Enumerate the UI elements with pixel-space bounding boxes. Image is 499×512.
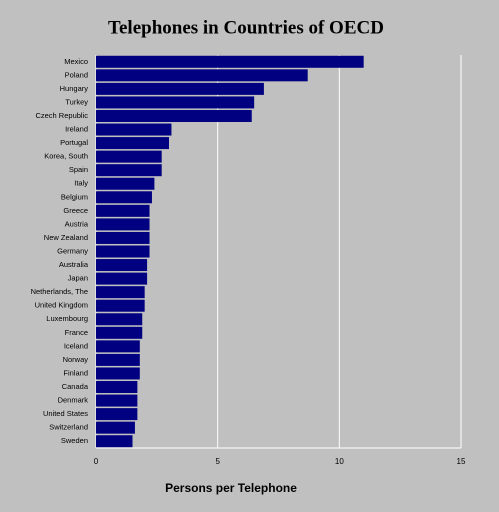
y-tick-label: Norway (63, 355, 89, 364)
chart-title: Telephones in Countries of OECD (108, 17, 384, 38)
bar (96, 204, 150, 217)
y-tick-label: Ireland (65, 125, 88, 134)
y-tick-label: Switzerland (49, 423, 88, 432)
bar (96, 421, 135, 434)
y-tick-label: Portugal (60, 138, 88, 147)
bar (96, 164, 162, 177)
x-axis-title: Persons per Telephone (165, 481, 297, 495)
bar (96, 299, 145, 312)
y-tick-label: New Zealand (44, 233, 88, 242)
y-tick-label: Greece (63, 206, 88, 215)
y-tick-label: Luxembourg (46, 314, 88, 323)
bar (96, 191, 152, 204)
x-tick-label: 10 (335, 457, 344, 466)
y-tick-label: Sweden (61, 436, 88, 445)
y-tick-label: Korea, South (44, 152, 88, 161)
bar (96, 326, 143, 339)
y-tick-label: Italy (74, 179, 88, 188)
bar (96, 286, 145, 299)
y-tick-label: Mexico (64, 57, 88, 66)
bar (96, 231, 150, 244)
bar (96, 408, 138, 421)
bar (96, 137, 169, 150)
bar (96, 218, 150, 231)
bar (96, 340, 140, 353)
y-tick-label: Japan (68, 274, 88, 283)
bar (96, 150, 162, 163)
y-tick-label: Czech Republic (35, 111, 88, 120)
bar (96, 394, 138, 407)
bar (96, 177, 155, 190)
y-tick-label: France (65, 328, 88, 337)
y-tick-label: Netherlands, The (31, 287, 88, 296)
bar (96, 96, 255, 109)
y-tick-label: Austria (65, 219, 89, 228)
y-tick-label: Denmark (58, 396, 89, 405)
y-tick-label: Spain (69, 165, 88, 174)
y-tick-label: Australia (59, 260, 89, 269)
bar (96, 245, 150, 258)
bar (96, 69, 308, 82)
y-tick-label: Turkey (65, 97, 88, 106)
y-tick-label: Germany (57, 246, 88, 255)
bar (96, 435, 133, 448)
y-tick-label: United States (43, 409, 88, 418)
bar (96, 109, 252, 122)
y-tick-label: Hungary (60, 84, 89, 93)
bar (96, 55, 364, 68)
bar (96, 259, 148, 272)
y-tick-label: Iceland (64, 341, 88, 350)
bar (96, 123, 172, 136)
bar (96, 313, 143, 326)
x-tick-label: 15 (457, 457, 466, 466)
y-tick-label: Poland (65, 70, 88, 79)
x-tick-label: 5 (215, 457, 220, 466)
bar (96, 82, 264, 95)
bar (96, 272, 148, 285)
bar (96, 381, 138, 394)
y-tick-label: Belgium (61, 192, 88, 201)
y-tick-label: Canada (62, 382, 89, 391)
y-tick-label: Finland (63, 368, 88, 377)
bar (96, 367, 140, 380)
y-tick-label: United Kingdom (35, 301, 88, 310)
bar (96, 353, 140, 366)
x-tick-label: 0 (94, 457, 99, 466)
